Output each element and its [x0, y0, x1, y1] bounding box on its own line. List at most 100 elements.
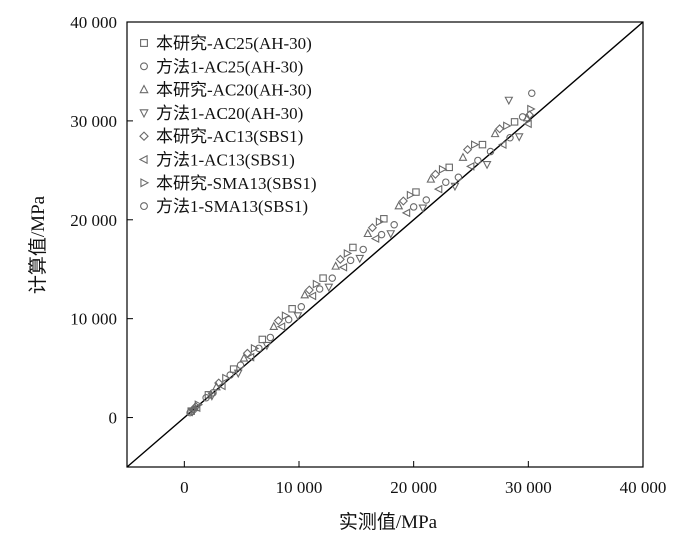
- legend-item: 本研究-AC25(AH-30): [140, 34, 312, 53]
- data-point: [266, 333, 275, 342]
- y-axis-title: 计算值/MPa: [27, 195, 49, 294]
- legend-item: 本研究-AC20(AH-30): [139, 81, 312, 100]
- data-point: [380, 215, 388, 223]
- data-point: [250, 343, 260, 353]
- legend-label: 本研究-SMA13(SBS1): [156, 174, 317, 193]
- y-tick-label: 40 000: [70, 13, 117, 32]
- legend-marker: [140, 178, 150, 188]
- data-point: [297, 303, 306, 311]
- legend-item: 方法1-AC20(AH-30): [139, 104, 303, 123]
- legend-label: 方法1-AC13(SBS1): [156, 151, 295, 170]
- data-point: [245, 352, 255, 362]
- data-point: [471, 140, 480, 150]
- data-point: [514, 133, 524, 142]
- data-point: [331, 261, 341, 270]
- data-point: [390, 220, 398, 229]
- data-point: [418, 204, 428, 213]
- data-point: [300, 289, 310, 299]
- data-point: [355, 254, 365, 264]
- data-point: [450, 182, 460, 192]
- legend-label: 本研究-AC20(AH-30): [156, 81, 312, 100]
- data-point: [276, 322, 286, 332]
- legend-marker: [140, 62, 148, 71]
- legend-label: 方法1-AC25(AH-30): [156, 57, 303, 76]
- x-tick-label: 40 000: [620, 478, 667, 497]
- data-point: [191, 403, 201, 413]
- legend-marker: [140, 202, 148, 211]
- data-point: [462, 144, 473, 155]
- data-point: [445, 163, 453, 172]
- legend-marker: [140, 39, 148, 47]
- legend-marker: [139, 109, 149, 119]
- data-point: [239, 353, 249, 362]
- axes: 0 10 000 20 000 30 000 40 000 0 10 000 20 000 30…: [70, 13, 666, 497]
- plot-frame: [126, 21, 644, 468]
- y-tick-label: 10 000: [70, 310, 117, 329]
- data-point: [442, 178, 450, 186]
- data-point: [319, 274, 327, 282]
- data-point: [359, 245, 367, 254]
- data-point: [255, 344, 263, 353]
- series-7: [194, 104, 536, 410]
- x-tick-label: 20 000: [390, 478, 437, 497]
- data-point: [288, 305, 296, 313]
- data-point: [409, 203, 418, 211]
- data-point: [258, 335, 267, 344]
- data-point: [226, 371, 234, 379]
- x-tick-label: 10 000: [276, 478, 323, 497]
- data-point: [324, 283, 334, 293]
- data-point: [490, 128, 500, 138]
- data-point: [363, 228, 373, 238]
- legend-item: 方法1-SMA13(SBS1): [140, 197, 308, 216]
- data-point: [503, 121, 512, 131]
- data-point: [422, 196, 431, 204]
- data-point: [375, 217, 385, 227]
- data-point: [284, 315, 293, 324]
- series-6: [191, 119, 532, 413]
- data-point: [486, 147, 495, 156]
- data-point: [401, 208, 411, 218]
- legend-label: 方法1-SMA13(SBS1): [156, 197, 308, 216]
- data-point: [229, 365, 238, 373]
- data-point: [349, 243, 357, 252]
- data-point: [465, 161, 475, 171]
- data-point: [406, 190, 416, 200]
- data-point: [194, 400, 204, 410]
- data-point: [335, 254, 345, 264]
- legend-marker: [139, 84, 149, 94]
- series-1: [187, 118, 519, 415]
- data-point: [522, 112, 532, 122]
- data-point: [367, 223, 378, 233]
- legend-item: 方法1-AC25(AH-30): [140, 57, 303, 76]
- data-point: [377, 230, 386, 239]
- y-tick-label: 20 000: [70, 211, 117, 230]
- data-point: [458, 152, 468, 161]
- data-point: [307, 291, 317, 301]
- data-point: [207, 392, 217, 401]
- data-point: [528, 89, 536, 97]
- data-point: [236, 361, 245, 369]
- data-point: [328, 274, 337, 282]
- legend-label: 方法1-AC20(AH-30): [156, 104, 303, 123]
- data-point: [426, 174, 436, 183]
- legend-label: 本研究-AC25(AH-30): [156, 34, 312, 53]
- data-point: [338, 262, 348, 272]
- data-point: [222, 373, 231, 383]
- x-tick-label: 30 000: [505, 478, 552, 497]
- legend-item: 方法1-AC13(SBS1): [138, 151, 295, 170]
- data-point: [495, 124, 505, 134]
- data-point: [504, 96, 514, 106]
- legend-label: 本研究-AC13(SBS1): [156, 127, 303, 146]
- data-point: [454, 173, 463, 182]
- data-point: [433, 184, 443, 194]
- data-point: [269, 321, 279, 331]
- data-point: [370, 234, 380, 243]
- data-point: [523, 119, 532, 129]
- data-point: [524, 110, 535, 120]
- data-point: [527, 104, 536, 114]
- data-point: [312, 279, 322, 289]
- legend-item: 本研究-AC13(SBS1): [139, 127, 303, 146]
- data-point: [186, 408, 194, 417]
- plot-area: [126, 21, 644, 468]
